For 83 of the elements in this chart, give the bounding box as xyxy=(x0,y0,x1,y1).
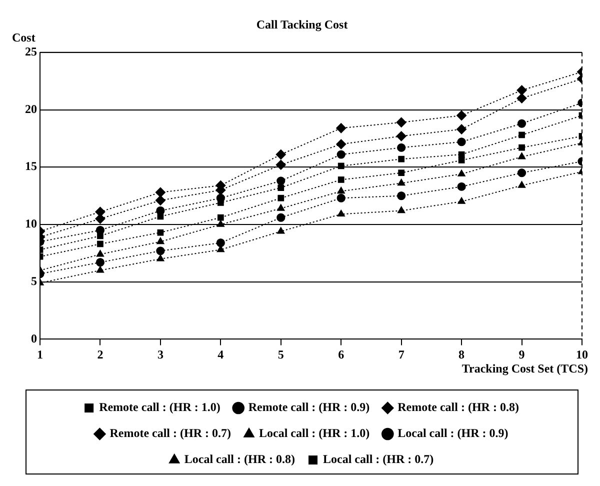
point xyxy=(458,170,466,176)
y-tick-label: 20 xyxy=(25,102,37,116)
legend-label: Remote call : (HR : 0.7) xyxy=(110,426,232,440)
y-tick-label: 0 xyxy=(31,331,37,346)
point xyxy=(155,187,166,198)
point xyxy=(157,229,164,236)
point xyxy=(216,220,224,227)
point xyxy=(456,110,467,120)
x-tick-label: 10 xyxy=(576,347,588,362)
x-tick-label: 9 xyxy=(518,347,525,362)
y-tick-label: 25 xyxy=(25,44,37,58)
x-tick-label: 2 xyxy=(97,347,104,362)
point xyxy=(336,150,346,159)
legend-label: Remote call : (HR : 0.8) xyxy=(398,400,519,414)
point xyxy=(337,210,345,217)
point xyxy=(277,204,285,211)
x-tick-label: 7 xyxy=(398,347,404,362)
point xyxy=(456,124,467,134)
point xyxy=(217,214,224,221)
point xyxy=(518,132,525,138)
x-tick-label: 8 xyxy=(458,347,465,362)
point xyxy=(517,119,526,128)
point xyxy=(518,181,526,188)
point xyxy=(398,178,406,186)
point xyxy=(337,186,345,194)
y-tick-label: 15 xyxy=(25,159,37,174)
legend-label: Remote call : (HR : 1.0) xyxy=(99,400,220,414)
point xyxy=(156,246,165,256)
point xyxy=(336,139,346,150)
point xyxy=(97,240,104,248)
point xyxy=(96,258,105,267)
point xyxy=(96,266,104,273)
point xyxy=(458,197,466,204)
point xyxy=(157,213,164,220)
point xyxy=(517,168,526,178)
point xyxy=(278,194,284,202)
point xyxy=(397,143,406,152)
x-tick-label: 5 xyxy=(278,347,284,362)
point xyxy=(516,85,527,96)
point xyxy=(397,192,406,200)
point xyxy=(398,170,405,176)
point xyxy=(396,131,406,142)
point xyxy=(457,138,466,146)
point xyxy=(276,160,286,170)
point xyxy=(216,238,225,248)
point xyxy=(336,194,346,202)
y-tick-label: 5 xyxy=(31,274,37,288)
point xyxy=(277,227,285,234)
point xyxy=(458,157,465,164)
point xyxy=(518,152,526,160)
x-tick-label: 3 xyxy=(157,347,164,362)
x-tick-label: 4 xyxy=(218,347,224,362)
point xyxy=(458,151,465,158)
point xyxy=(276,150,286,160)
point xyxy=(336,123,346,134)
point xyxy=(338,162,344,170)
legend-label: Remote call : (HR : 0.9) xyxy=(248,400,370,414)
x-tick-label: 6 xyxy=(338,347,344,362)
legend-label: Local call : (HR : 1.0) xyxy=(259,426,370,440)
point xyxy=(156,254,164,262)
point xyxy=(518,144,525,151)
legend-label: Local call : (HR : 0.7) xyxy=(323,452,434,466)
point xyxy=(276,176,286,186)
legend-label: Local call : (HR : 0.8) xyxy=(184,452,296,466)
point xyxy=(396,117,406,128)
y-axis-title: Cost xyxy=(12,30,36,44)
point xyxy=(156,237,164,244)
point xyxy=(338,176,344,183)
point xyxy=(398,156,405,162)
point xyxy=(398,206,406,214)
point xyxy=(95,214,106,224)
point xyxy=(155,195,166,206)
point xyxy=(516,93,527,104)
x-axis-title: Tracking Cost Set (TCS) xyxy=(462,361,588,376)
legend-label: Local call : (HR : 0.9) xyxy=(398,426,508,440)
point xyxy=(278,184,284,191)
point xyxy=(96,250,104,257)
chart-title: Call Tacking Cost xyxy=(256,17,348,32)
point xyxy=(457,182,466,191)
point xyxy=(97,232,104,240)
point xyxy=(276,213,286,222)
x-tick-label: 1 xyxy=(37,347,43,362)
y-tick-label: 10 xyxy=(25,216,37,231)
